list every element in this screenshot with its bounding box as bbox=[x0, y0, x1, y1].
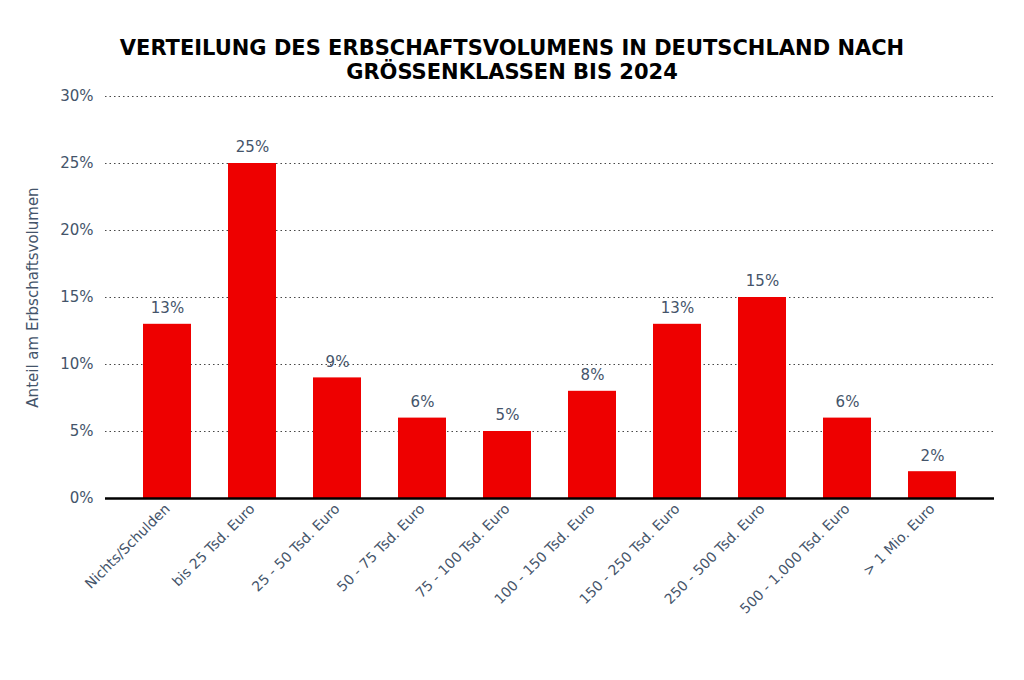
svg-text:50 - 75 Tsd. Euro: 50 - 75 Tsd. Euro bbox=[334, 500, 428, 594]
html-text:VERTEILUNG DES ERBSCHAFTSVOLUM: VERTEILUNG DES ERBSCHAFTSVOLUMENS IN DEU… bbox=[119, 36, 905, 84]
svg-text:Nichts/Schulden: Nichts/Schulden bbox=[82, 500, 173, 591]
svg-text:bis 25 Tsd. Euro: bis 25 Tsd. Euro bbox=[169, 500, 258, 589]
svg-text:25 - 50 Tsd. Euro: 25 - 50 Tsd. Euro bbox=[249, 500, 343, 594]
svg-text:9%: 9% bbox=[326, 353, 350, 371]
svg-text:25%: 25% bbox=[60, 154, 93, 172]
svg-text:> 1 Mio. Euro: > 1 Mio. Euro bbox=[860, 500, 938, 578]
svg-text:15%: 15% bbox=[60, 288, 93, 306]
svg-text:13%: 13% bbox=[151, 299, 184, 317]
svg-text:25%: 25% bbox=[236, 138, 269, 156]
svg-text:0%: 0% bbox=[70, 489, 94, 507]
svg-text:20%: 20% bbox=[60, 221, 93, 239]
svg-text:6%: 6% bbox=[411, 393, 435, 411]
svg-text:150 - 250 Tsd. Euro: 150 - 250 Tsd. Euro bbox=[576, 500, 683, 608]
svg-text:8%: 8% bbox=[581, 366, 605, 384]
svg-text:Anteil am Erbschaftsvolumen: Anteil am Erbschaftsvolumen bbox=[24, 187, 42, 407]
svg-text:30%: 30% bbox=[60, 87, 93, 105]
svg-text:5%: 5% bbox=[496, 406, 520, 424]
svg-text:15%: 15% bbox=[746, 272, 779, 290]
svg-text:100 - 150 Tsd. Euro: 100 - 150 Tsd. Euro bbox=[491, 500, 598, 608]
svg-text:6%: 6% bbox=[836, 393, 860, 411]
svg-text:13%: 13% bbox=[661, 299, 694, 317]
svg-text:2%: 2% bbox=[921, 447, 945, 465]
svg-text:500 - 1.000 Tsd. Euro: 500 - 1.000 Tsd. Euro bbox=[737, 500, 853, 616]
svg-text:10%: 10% bbox=[60, 355, 93, 373]
svg-text:250 - 500 Tsd. Euro: 250 - 500 Tsd. Euro bbox=[661, 500, 768, 608]
svg-text:5%: 5% bbox=[70, 422, 94, 440]
svg-text:75 - 100 Tsd. Euro: 75 - 100 Tsd. Euro bbox=[412, 500, 512, 600]
